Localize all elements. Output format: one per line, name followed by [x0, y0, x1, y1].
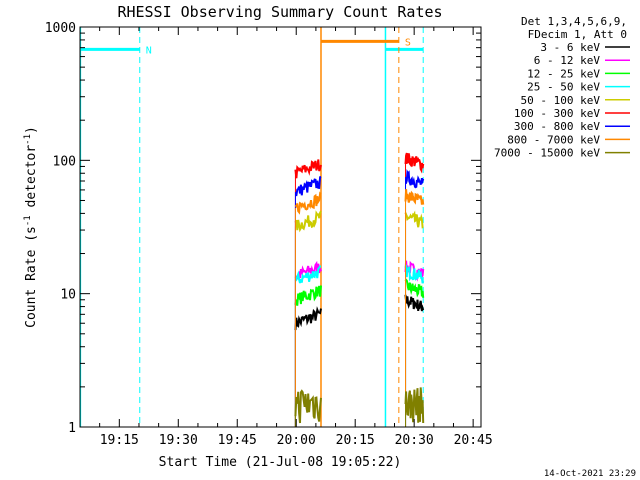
marker-label-n: N — [146, 45, 152, 56]
legend-label-5: 100 - 300 keV — [514, 107, 600, 120]
x-tick-label-1: 19:30 — [159, 433, 198, 448]
legend-label-2: 12 - 25 keV — [527, 67, 600, 80]
series-4-segment-0 — [294, 210, 322, 233]
x-tick-label-0: 19:15 — [100, 433, 139, 448]
legend-label-3: 25 - 50 keV — [527, 81, 600, 94]
legend-label-6: 300 - 800 keV — [514, 120, 600, 133]
series-6-segment-1 — [405, 168, 425, 189]
timestamp: 14-Oct-2021 23:29 — [544, 469, 636, 479]
series-3-segment-1 — [404, 264, 425, 284]
y-axis-label-sup1: -1 — [23, 215, 33, 226]
y-axis-label-part2: detector — [24, 145, 39, 216]
plot-frame — [79, 26, 482, 428]
ticks-layer: 19:15 19:30 19:45 20:00 20:15 20:30 20:45 1 10 10… — [45, 21, 493, 448]
y-axis-label-sup2: -1 — [23, 134, 33, 145]
x-axis-label: Start Time (21-Jul-08 19:05:22) — [159, 455, 402, 470]
series-5-segment-1 — [404, 152, 425, 174]
legend-header-line2: FDecim 1, Att 0 — [528, 28, 627, 41]
series-8-segment-1 — [404, 387, 425, 424]
y-tick-label-0: 1 — [68, 421, 76, 436]
x-tick-label-5: 20:30 — [395, 433, 434, 448]
series-8-segment-0 — [294, 389, 322, 424]
y-axis-label-part1: Count Rate (s — [24, 226, 39, 328]
legend-header-line1: Det 1,3,4,5,6,9, — [521, 15, 627, 28]
series-1-segment-0 — [294, 260, 322, 280]
x-tick-label-3: 20:00 — [277, 433, 316, 448]
series-0-segment-1 — [404, 294, 425, 312]
x-tick-label-2: 19:45 — [218, 433, 257, 448]
x-tick-label-6: 20:45 — [454, 433, 493, 448]
series-0-segment-0 — [294, 306, 322, 331]
series-6-segment-0 — [295, 175, 322, 197]
data-layer: NS — [79, 27, 425, 427]
series-2-segment-1 — [404, 278, 425, 298]
legend-label-1: 6 - 12 keV — [534, 54, 601, 67]
y-tick-label-3: 1000 — [45, 21, 76, 36]
series-3-segment-0 — [294, 265, 322, 284]
chart-title: RHESSI Observing Summary Count Rates — [117, 3, 442, 21]
marker-label-s: S — [405, 37, 411, 48]
y-tick-label-2: 100 — [53, 154, 76, 169]
legend-label-7: 800 - 7000 keV — [507, 133, 600, 146]
series-5-segment-0 — [294, 159, 322, 179]
legend-label-4: 50 - 100 keV — [521, 94, 601, 107]
series-7-segment-1 — [404, 189, 425, 205]
y-axis-label-part3: ) — [24, 126, 39, 134]
series-7-segment-0 — [294, 191, 322, 215]
x-tick-label-4: 20:15 — [336, 433, 375, 448]
legend-label-8: 7000 - 15000 keV — [494, 147, 600, 160]
legend-label-0: 3 - 6 keV — [540, 41, 600, 54]
series-4-segment-1 — [404, 210, 424, 229]
y-axis-label: Count Rate (s-1 detector-1) — [23, 126, 39, 328]
y-tick-label-1: 10 — [60, 288, 76, 303]
series-2-segment-0 — [294, 285, 322, 306]
